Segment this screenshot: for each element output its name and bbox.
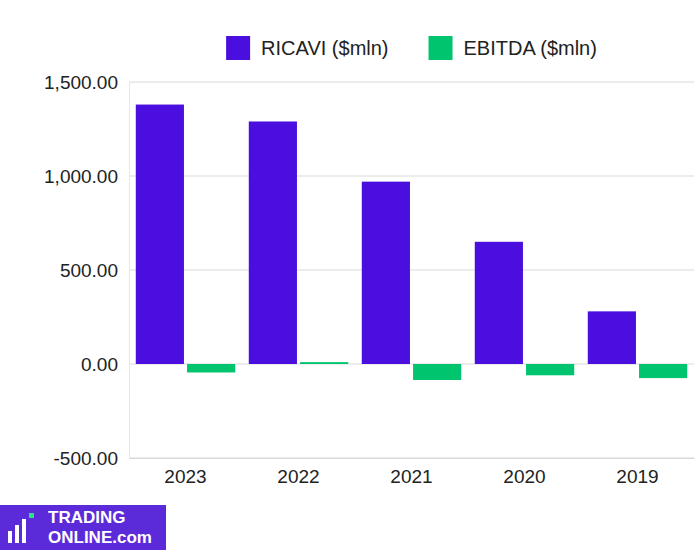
logo: TRADINGONLINE.com xyxy=(0,505,166,550)
bar xyxy=(362,182,410,364)
bar xyxy=(639,364,687,378)
x-tick: 2022 xyxy=(277,458,319,487)
grid-line xyxy=(129,458,694,459)
x-tick-label: 2020 xyxy=(503,466,545,487)
bar xyxy=(413,364,461,380)
x-tick: 2021 xyxy=(390,458,432,487)
x-tick-label: 2021 xyxy=(390,466,432,487)
x-axis: 2023 2022 2021 2020 2019 xyxy=(130,458,695,487)
y-tick: 500.00 xyxy=(60,260,129,281)
legend-label: EBITDA ($mln) xyxy=(464,37,597,59)
logo-icon xyxy=(29,513,34,518)
legend-item: EBITDA ($mln) xyxy=(429,36,597,60)
x-tick: 2020 xyxy=(503,458,545,487)
y-tick-label: 500.00 xyxy=(60,260,118,281)
logo-text: ONLINE.com xyxy=(48,528,152,547)
bar xyxy=(187,364,235,372)
grid-line xyxy=(129,176,694,177)
y-tick: 1,000.00 xyxy=(44,166,129,187)
bar xyxy=(249,121,297,364)
y-axis-line xyxy=(129,83,130,459)
bar xyxy=(588,311,636,364)
logo-background xyxy=(0,505,166,550)
y-tick-label: -500.00 xyxy=(54,448,118,469)
x-tick: 2019 xyxy=(616,458,658,487)
bar xyxy=(475,242,523,364)
x-axis-line xyxy=(130,458,695,459)
y-axis: -500.00 0.00 500.00 1,000.00 1,500.00 xyxy=(44,72,129,469)
y-tick: 0.00 xyxy=(81,354,129,375)
grid xyxy=(129,82,694,458)
y-tick: 1,500.00 xyxy=(44,72,129,93)
series xyxy=(187,362,687,380)
y-tick-label: 1,000.00 xyxy=(44,166,118,187)
chart: -500.000.00500.001,000.001,500.002023202… xyxy=(0,0,700,550)
bar xyxy=(300,362,348,364)
legend-label: RICAVI ($mln) xyxy=(261,37,388,59)
x-tick-label: 2019 xyxy=(616,466,658,487)
y-tick-label: 1,500.00 xyxy=(44,72,118,93)
logo-icon xyxy=(15,525,19,543)
grid-line xyxy=(129,82,694,83)
bar xyxy=(526,364,574,375)
x-tick-label: 2023 xyxy=(164,466,206,487)
logo-text: TRADING xyxy=(48,508,125,527)
x-tick-label: 2022 xyxy=(277,466,319,487)
legend-swatch xyxy=(226,36,250,60)
y-tick: -500.00 xyxy=(54,448,129,469)
logo-icon xyxy=(8,531,12,543)
y-tick-label: 0.00 xyxy=(81,354,118,375)
logo-icon xyxy=(22,519,26,543)
bars xyxy=(136,105,687,380)
legend-swatch xyxy=(429,36,453,60)
legend-item: RICAVI ($mln) xyxy=(226,36,388,60)
bar xyxy=(136,105,184,364)
x-tick: 2023 xyxy=(164,458,206,487)
grid-line xyxy=(129,270,694,271)
series xyxy=(136,105,636,364)
legend: RICAVI ($mln) EBITDA ($mln) xyxy=(226,36,597,60)
